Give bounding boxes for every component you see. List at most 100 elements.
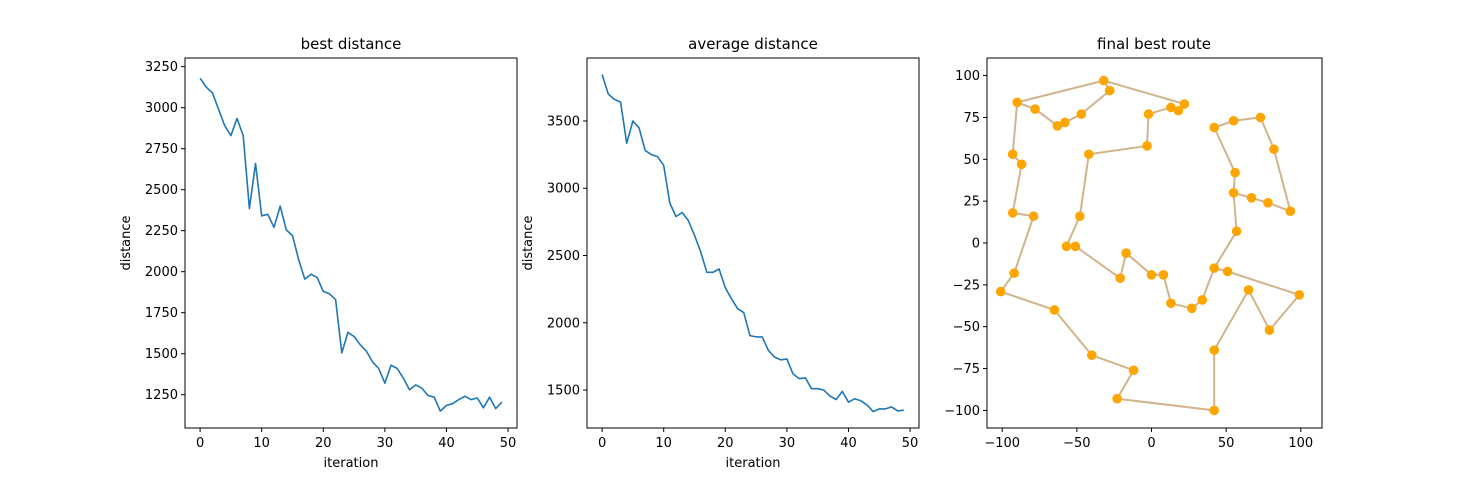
y-tick-label: 1500 [547,384,580,399]
y-tick-label: 3000 [145,101,178,116]
city-point [1128,365,1139,376]
city-point [1061,241,1072,252]
x-tick-label: 0 [1147,436,1155,451]
average-distance-chart: average distance iteration distance 0 10 2… [521,35,920,471]
city-point [1098,75,1109,86]
city-point [1146,270,1157,280]
x-tick-label: 30 [779,436,796,451]
city-point [1243,285,1254,295]
y-tick-label: 3250 [145,60,178,75]
city-point [1222,266,1233,277]
plot-area [185,58,517,428]
city-point [1285,206,1296,216]
chart-title: best distance [301,35,402,53]
x-tick-label: 0 [196,436,204,451]
city-point [1228,115,1239,126]
plot-area [987,58,1322,428]
best-distance-chart: best distance iteration distance 0 10 20 30… [119,35,518,471]
city-point [1209,405,1220,416]
city-point [1294,290,1305,300]
city-point [1166,102,1176,113]
x-tick-label: 10 [253,436,270,451]
x-tick-label: 100 [1288,436,1313,451]
x-axis-label: iteration [726,456,781,471]
y-tick-label: −75 [953,362,980,377]
y-tick-label: 100 [955,69,980,84]
series-line [601,74,904,413]
city-point [1246,192,1257,203]
plot-frame [586,57,920,429]
y-tick-label: 75 [963,111,980,126]
city-point [1179,99,1190,109]
city-point [1264,325,1275,335]
x-tick-label: 50 [902,436,919,451]
city-point [1030,104,1040,114]
y-tick-label: 3500 [547,114,580,129]
city-point [1158,270,1169,280]
city-point [1104,85,1115,96]
y-tick-label: 2500 [145,183,178,198]
city-point [1115,273,1125,283]
x-tick-label: 30 [377,436,394,451]
x-tick-label: 50 [1218,436,1235,451]
city-point [1086,350,1097,360]
y-tick-label: 2000 [145,265,178,280]
city-point [1209,263,1220,273]
city-point [1143,109,1154,119]
city-point [1070,241,1081,252]
city-point [1052,121,1063,131]
city-point [995,286,1006,297]
city-point [1230,167,1240,178]
city-point [1197,295,1208,305]
series-line [199,77,503,412]
plot-area [587,58,919,428]
x-tick-label: 20 [315,436,332,451]
x-tick-label: 0 [598,436,606,451]
y-axis-label: distance [119,215,134,270]
y-tick-label: −50 [953,320,980,335]
city-point [1121,248,1131,258]
city-point [1269,144,1279,155]
city-point [1187,303,1197,314]
y-tick-label: 1500 [145,347,178,362]
city-point [1228,187,1239,198]
city-point [1173,105,1184,116]
city-point [1112,393,1122,404]
y-tick-label: 1750 [145,306,178,321]
x-tick-label: 10 [655,436,672,451]
city-point [1016,159,1027,170]
city-point [1007,208,1018,218]
y-tick-label: 1250 [145,388,178,403]
city-point [1075,211,1085,222]
city-point [1084,149,1094,160]
y-tick-label: 0 [972,237,980,252]
y-tick-label: 3000 [547,182,580,197]
chart-title: average distance [688,35,818,53]
final-best-route-chart: final best route −100 −50 0 50 100 −100 −75 −50… [944,35,1323,451]
city-point [1060,117,1070,128]
city-point [1049,305,1060,315]
city-point [1007,149,1018,160]
x-tick-label: 50 [500,436,517,451]
y-tick-label: 2750 [145,142,178,157]
city-point [1012,97,1022,108]
x-axis-label: iteration [324,456,379,471]
plot-frame [986,57,1323,429]
city-point [1231,226,1242,237]
x-tick-label: −100 [984,436,1020,451]
city-point [1009,268,1019,278]
y-tick-label: 2000 [547,316,580,331]
x-tick-label: 40 [840,436,857,451]
x-tick-label: 20 [717,436,734,451]
route-line [1213,116,1292,213]
city-point [1209,122,1220,133]
y-tick-label: 2250 [145,224,178,239]
y-tick-label: 2500 [547,249,580,264]
city-point [1263,198,1273,208]
x-tick-label: −50 [1063,436,1090,451]
city-point [1166,298,1176,309]
plot-frame [184,57,518,429]
y-tick-label: −25 [953,278,980,293]
y-axis-label: distance [521,215,536,270]
